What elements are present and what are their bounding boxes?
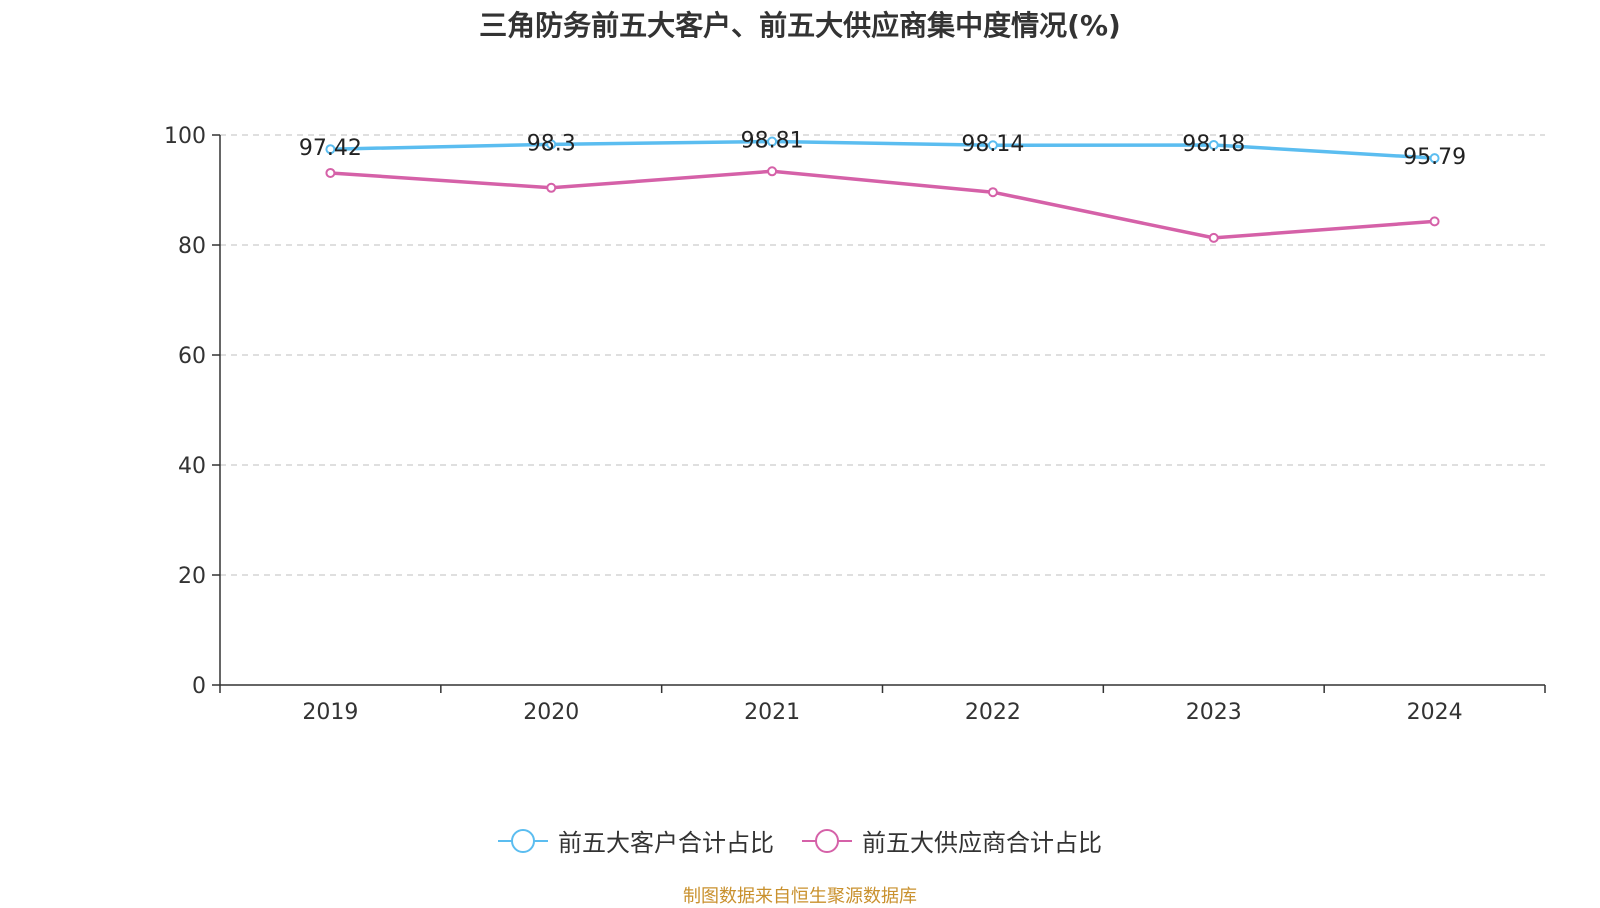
data-label-2023: 98.18	[1182, 132, 1245, 157]
data-label-2020: 98.3	[527, 131, 576, 156]
data-label-2022: 98.14	[961, 132, 1024, 157]
x-tick-label-2019: 2019	[302, 700, 358, 725]
legend-item-suppliers[interactable]: 前五大供应商合计占比	[802, 823, 1102, 858]
line-chart: 0 20 40 60 80 100 2019 2020 2021 2022 2023 2024 97.…	[164, 124, 1546, 725]
series-0-point-2022	[987, 140, 998, 151]
data-label-2024: 95.79	[1403, 145, 1466, 170]
y-tick-label: 60	[178, 344, 206, 369]
chart-title: 三角防务前五大客户、前五大供应商集中度情况(%)	[479, 9, 1121, 42]
series-1-point-2020	[546, 182, 557, 193]
x-tick-label-2024: 2024	[1407, 700, 1463, 725]
y-tick-label: 0	[192, 674, 206, 699]
series-1-point-2022	[987, 187, 998, 198]
y-tick-label: 20	[178, 564, 206, 589]
grid-lines	[220, 134, 1545, 576]
legend-label-suppliers: 前五大供应商合计占比	[862, 829, 1102, 857]
series-0-point-2020	[546, 139, 557, 150]
x-tick-label-2021: 2021	[744, 700, 800, 725]
series-line-1	[330, 169, 1435, 240]
x-tick-label-2020: 2020	[523, 700, 579, 725]
source-note: 制图数据来自恒生聚源数据库	[683, 886, 917, 907]
y-tick-label: 40	[178, 454, 206, 479]
x-tick-label-2023: 2023	[1186, 700, 1242, 725]
data-labels: 97.42 98.3 98.81 98.14 98.18 95.79	[299, 129, 1466, 171]
x-tick-label-2022: 2022	[965, 700, 1021, 725]
series-0-point-2019	[325, 144, 336, 155]
series-1-point-2021	[767, 166, 778, 177]
series-1-point-2023	[1208, 232, 1219, 243]
y-tick-label: 80	[178, 234, 206, 259]
legend-swatch-customers-icon	[498, 828, 548, 853]
axes: 0 20 40 60 80 100 2019 2020 2021 2022 2023 2024	[164, 124, 1546, 725]
series	[325, 136, 1440, 243]
series-0-point-2023	[1208, 140, 1219, 151]
legend-item-customers[interactable]: 前五大客户合计占比	[498, 823, 774, 858]
series-0-point-2024	[1429, 153, 1440, 164]
series-0-point-2021	[767, 136, 778, 147]
legend-swatch-suppliers-icon	[802, 828, 852, 853]
series-line-0	[330, 139, 1435, 160]
series-1-point-2024	[1429, 216, 1440, 227]
data-label-2019: 97.42	[299, 136, 362, 161]
legend-label-customers: 前五大客户合计占比	[558, 829, 774, 857]
data-label-2021: 98.81	[741, 129, 804, 154]
legend: 前五大客户合计占比 前五大供应商合计占比	[0, 823, 1600, 858]
y-tick-label: 100	[164, 124, 206, 149]
series-1-point-2019	[325, 167, 336, 178]
